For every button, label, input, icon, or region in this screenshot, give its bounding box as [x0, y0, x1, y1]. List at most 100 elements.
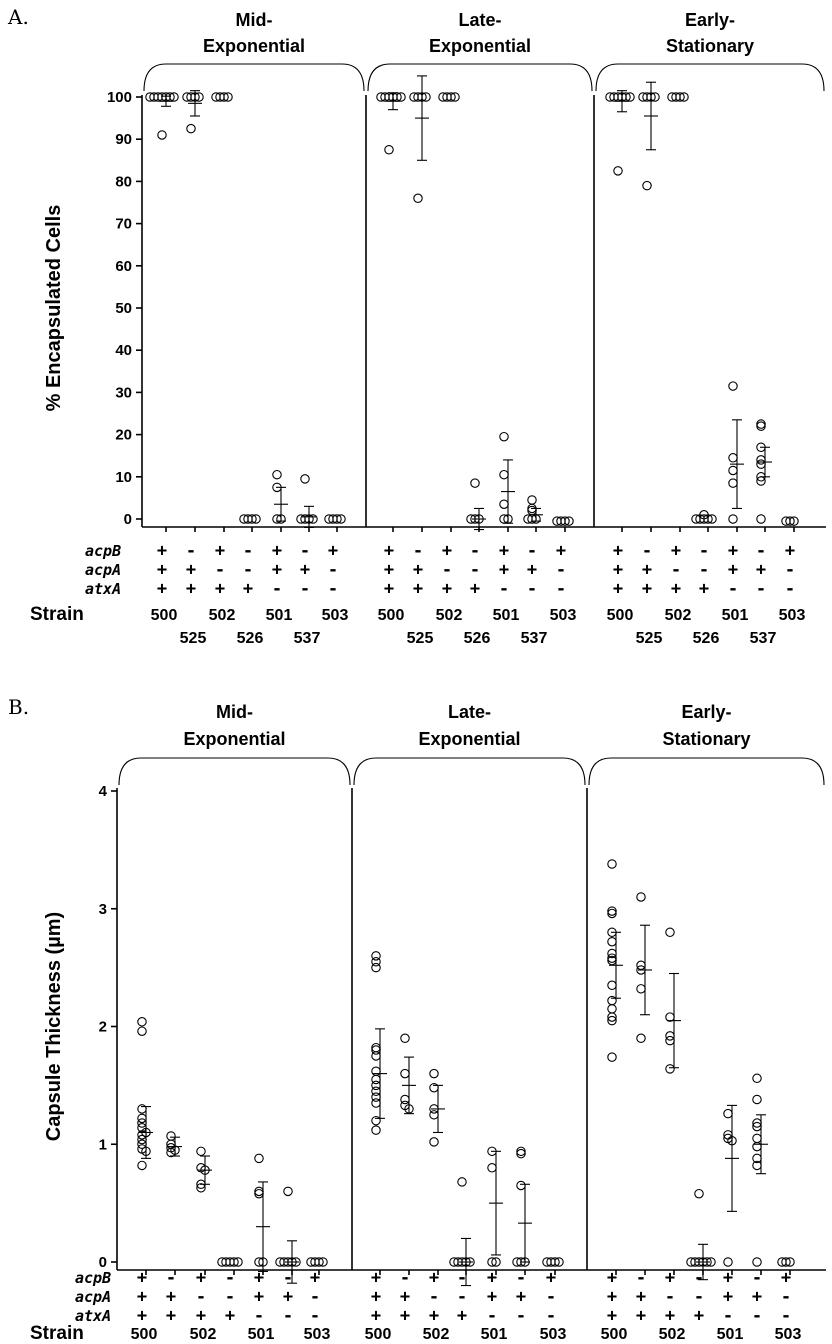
- strain-id: 503: [322, 607, 349, 624]
- data-point: [667, 92, 677, 102]
- data-point: [371, 962, 381, 973]
- data-point: [196, 1146, 206, 1157]
- genotype-sign: -: [723, 1306, 733, 1326]
- phase-title-line1: Mid-: [216, 702, 253, 722]
- genotype-sign: -: [310, 1306, 320, 1326]
- genotype-sign: -: [413, 541, 423, 561]
- data-point: [527, 495, 537, 505]
- data-point: [607, 1015, 617, 1026]
- genotype-sign: +: [442, 579, 452, 599]
- data-point: [607, 859, 617, 869]
- data-point: [371, 1066, 381, 1076]
- genotype-sign: -: [694, 1268, 704, 1288]
- phase-bracket: [588, 757, 825, 786]
- genotype-sign: -: [283, 1268, 293, 1288]
- data-point: [552, 516, 562, 526]
- genotype-sign: -: [546, 1287, 556, 1307]
- data-point: [137, 1104, 147, 1114]
- genotype-sign: +: [215, 579, 225, 599]
- data-point: [605, 92, 615, 102]
- genotype-sign: +: [225, 1306, 235, 1326]
- data-point: [752, 1141, 762, 1152]
- genotype-sign: +: [384, 560, 394, 580]
- genotype-sign: -: [781, 1287, 791, 1307]
- genotype-sign: -: [300, 541, 310, 561]
- data-point: [487, 1257, 497, 1267]
- data-point: [781, 1257, 791, 1267]
- data-point: [221, 1257, 231, 1267]
- phase-title-line1: Mid-: [236, 10, 273, 30]
- genotype-sign: +: [442, 541, 452, 561]
- data-point: [516, 1146, 526, 1157]
- data-point: [149, 92, 159, 102]
- data-point: [752, 1257, 762, 1267]
- genotype-sign: +: [157, 579, 167, 599]
- genotype-sign: +: [613, 560, 623, 580]
- strain-id: 502: [436, 607, 463, 624]
- data-point: [457, 1177, 467, 1187]
- data-point: [691, 514, 701, 524]
- strain-id: 502: [659, 1326, 686, 1343]
- genotype-sign: -: [300, 579, 310, 599]
- genotype-sign: +: [607, 1287, 617, 1307]
- data-point: [638, 92, 648, 102]
- data-point: [272, 469, 282, 480]
- y-tick-label: 70: [115, 216, 132, 233]
- genotype-sign: +: [752, 1287, 762, 1307]
- panel-letter: A.: [7, 5, 29, 29]
- data-point: [607, 1012, 617, 1022]
- data-point: [429, 1137, 439, 1147]
- genotype-sign: +: [457, 1306, 467, 1326]
- genotype-sign: -: [556, 579, 566, 599]
- genotype-sign: -: [429, 1287, 439, 1307]
- data-point: [169, 92, 179, 102]
- phase-title-line2: Exponential: [203, 36, 305, 56]
- strain-id: 501: [493, 607, 520, 624]
- data-point: [607, 1052, 617, 1062]
- genotype-sign: -: [225, 1287, 235, 1307]
- phase-title-line2: Stationary: [666, 36, 754, 56]
- data-point: [376, 92, 386, 102]
- y-axis-label: % Encapsulated Cells: [43, 205, 65, 412]
- strain-id: 501: [722, 607, 749, 624]
- data-point: [400, 1068, 410, 1079]
- genotype-sign: +: [728, 560, 738, 580]
- genotype-sign: +: [166, 1306, 176, 1326]
- genotype-sign: +: [694, 1306, 704, 1326]
- y-tick-label: 60: [115, 258, 132, 275]
- data-point: [564, 516, 574, 526]
- genotype-sign: +: [400, 1306, 410, 1326]
- y-tick-label: 80: [115, 173, 132, 190]
- data-point: [296, 514, 306, 524]
- genotype-sign: +: [400, 1287, 410, 1307]
- genotype-sign: -: [225, 1268, 235, 1288]
- data-point: [396, 92, 406, 102]
- genotype-sign: -: [752, 1306, 762, 1326]
- genotype-sign: -: [442, 560, 452, 580]
- data-point: [607, 1004, 617, 1014]
- genotype-sign: +: [157, 541, 167, 561]
- genotype-sign: -: [254, 1306, 264, 1326]
- genotype-sign: +: [671, 579, 681, 599]
- strain-id: 501: [717, 1326, 744, 1343]
- y-tick-label: 2: [99, 1019, 107, 1036]
- gene-label-acpb: acpB: [75, 1269, 111, 1287]
- genotype-sign: -: [215, 560, 225, 580]
- genotype-sign: +: [527, 560, 537, 580]
- genotype-sign: -: [665, 1287, 675, 1307]
- data-point: [211, 92, 221, 102]
- data-point: [137, 1160, 147, 1171]
- genotype-sign: +: [642, 560, 652, 580]
- y-tick-label: 100: [107, 89, 132, 106]
- genotype-sign: -: [728, 579, 738, 599]
- genotype-sign: +: [429, 1268, 439, 1288]
- gene-label-acpb: acpB: [85, 542, 121, 560]
- data-point: [371, 1098, 381, 1108]
- genotype-sign: +: [384, 579, 394, 599]
- data-point: [438, 92, 448, 102]
- data-point: [756, 421, 766, 431]
- data-point: [186, 123, 196, 134]
- data-point: [251, 514, 261, 524]
- genotype-sign: -: [243, 560, 253, 580]
- data-point: [371, 1125, 381, 1135]
